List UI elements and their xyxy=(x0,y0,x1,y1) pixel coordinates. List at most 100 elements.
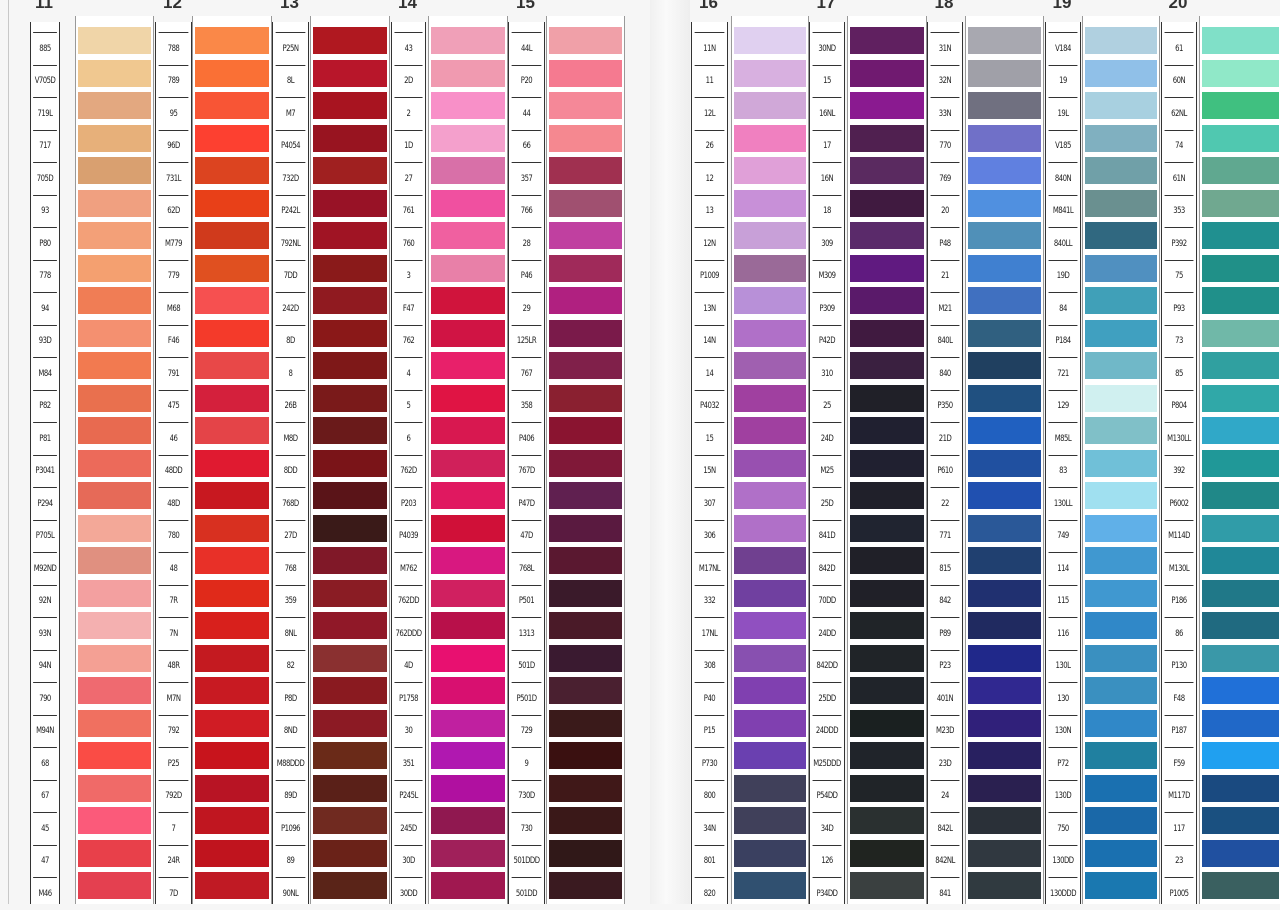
thread-color-swatch xyxy=(850,157,924,184)
thread-code-label: 841D xyxy=(812,519,842,553)
thread-code-label: M88DDD xyxy=(275,747,306,780)
thread-color-swatch xyxy=(431,189,505,217)
thread-color-swatch xyxy=(968,27,1041,54)
thread-code-label: 815 xyxy=(930,552,960,585)
thread-code-label: 841 xyxy=(930,877,960,910)
thread-color-swatch xyxy=(195,92,269,119)
thread-code-label: P1005 xyxy=(1164,877,1194,910)
thread-color-swatch xyxy=(549,742,622,769)
thread-code-label: 840LL xyxy=(1048,227,1078,260)
thread-code-label: 117 xyxy=(1164,812,1194,845)
thread-code-label: 842 xyxy=(930,584,960,618)
thread-code-label: M25 xyxy=(812,454,842,488)
thread-color-swatch xyxy=(1085,417,1157,444)
thread-code-label: 68 xyxy=(33,747,57,780)
thread-code-label: 769 xyxy=(930,162,960,195)
thread-color-swatch xyxy=(431,709,505,737)
thread-color-swatch xyxy=(313,287,387,314)
thread-code-label: 801 xyxy=(694,844,725,878)
thread-code-label: 308 xyxy=(694,649,725,683)
thread-color-swatch xyxy=(968,189,1041,217)
thread-color-swatch xyxy=(78,352,151,379)
thread-code-label: 721 xyxy=(1048,357,1078,390)
thread-code-label: 47D xyxy=(511,519,542,553)
thread-code-label: 842DD xyxy=(812,649,842,683)
thread-code-label: M8D xyxy=(275,422,306,455)
thread-color-swatch xyxy=(1202,287,1279,314)
thread-color-swatch xyxy=(850,287,924,314)
thread-code-label: V705D xyxy=(33,64,57,98)
thread-color-swatch xyxy=(968,157,1041,184)
thread-code-label: 242D xyxy=(275,292,306,325)
thread-color-swatch xyxy=(195,644,269,672)
thread-color-swatch xyxy=(734,742,806,769)
swatch-column xyxy=(75,16,154,904)
thread-code-label: 92N xyxy=(33,584,57,618)
thread-code-label: 717 xyxy=(33,129,57,163)
thread-code-label: 6 xyxy=(394,422,423,455)
thread-color-swatch xyxy=(734,774,806,802)
thread-color-swatch xyxy=(734,839,806,867)
swatch-column xyxy=(965,16,1044,904)
thread-color-swatch xyxy=(78,709,151,737)
thread-color-swatch xyxy=(850,709,924,737)
thread-code-label: M779 xyxy=(158,227,189,260)
code-column: 44L P20 44 66 357 766 28 P46 29 125LR 767 358 P406 76… xyxy=(508,22,545,904)
thread-color-swatch xyxy=(1202,644,1279,672)
thread-color-swatch xyxy=(195,482,269,509)
thread-code-label: 48DD xyxy=(158,454,189,488)
thread-color-swatch xyxy=(1202,677,1279,704)
thread-code-label: 768 xyxy=(275,552,306,585)
column-number: 12 xyxy=(163,0,182,12)
thread-code-label: M17NL xyxy=(694,552,725,585)
thread-color-swatch xyxy=(1202,774,1279,802)
thread-code-label: 93 xyxy=(33,194,57,228)
thread-color-swatch xyxy=(734,254,806,282)
thread-color-swatch xyxy=(195,27,269,54)
thread-color-swatch xyxy=(734,644,806,672)
thread-color-swatch xyxy=(968,319,1041,347)
thread-code-label: 25D xyxy=(812,487,842,520)
thread-code-label: 62NL xyxy=(1164,97,1194,130)
code-column: 43 2D 2 1D 27 761 760 3 F47 762 4 5 6 762D P203 P4039 M7… xyxy=(391,22,426,904)
thread-color-swatch xyxy=(734,352,806,379)
thread-color-swatch xyxy=(549,222,622,249)
code-column: 788 789 95 96D 731L 62D M779 779 M68 F46 791 475 46 4… xyxy=(155,22,192,904)
thread-color-swatch xyxy=(850,514,924,542)
thread-color-swatch xyxy=(1085,644,1157,672)
thread-color-swatch xyxy=(195,612,269,639)
thread-code-label: 14N xyxy=(694,324,725,358)
thread-color-swatch xyxy=(549,27,622,54)
thread-code-label: 1313 xyxy=(511,617,542,650)
thread-code-label: M309 xyxy=(812,259,842,293)
thread-code-label: P8D xyxy=(275,682,306,715)
thread-color-swatch xyxy=(1085,612,1157,639)
thread-color-swatch xyxy=(313,612,387,639)
thread-color-swatch xyxy=(313,677,387,704)
thread-code-label: 842D xyxy=(812,552,842,585)
thread-code-label: 31N xyxy=(930,32,960,65)
thread-color-swatch xyxy=(549,644,622,672)
thread-code-label: 789 xyxy=(158,64,189,98)
thread-code-label: 23 xyxy=(1164,844,1194,878)
thread-code-label: P3041 xyxy=(33,454,57,488)
thread-color-swatch xyxy=(1085,27,1157,54)
thread-code-label: 13N xyxy=(694,292,725,325)
thread-color-swatch xyxy=(1202,547,1279,574)
thread-color-swatch xyxy=(313,319,387,347)
thread-color-swatch xyxy=(313,709,387,737)
thread-code-label: 5 xyxy=(394,389,423,423)
thread-color-swatch xyxy=(549,709,622,737)
thread-color-swatch xyxy=(549,189,622,217)
thread-code-label: 114 xyxy=(1048,552,1078,585)
thread-code-label: P23 xyxy=(930,649,960,683)
thread-code-label: P501D xyxy=(511,682,542,715)
thread-code-label: 7D xyxy=(158,877,189,910)
thread-color-swatch xyxy=(78,482,151,509)
thread-code-label: 75 xyxy=(1164,259,1194,293)
thread-color-swatch xyxy=(1202,839,1279,867)
thread-code-label: 358 xyxy=(511,389,542,423)
thread-code-label: 2 xyxy=(394,97,423,130)
thread-code-label: 21D xyxy=(930,422,960,455)
thread-code-label: 8NL xyxy=(275,617,306,650)
